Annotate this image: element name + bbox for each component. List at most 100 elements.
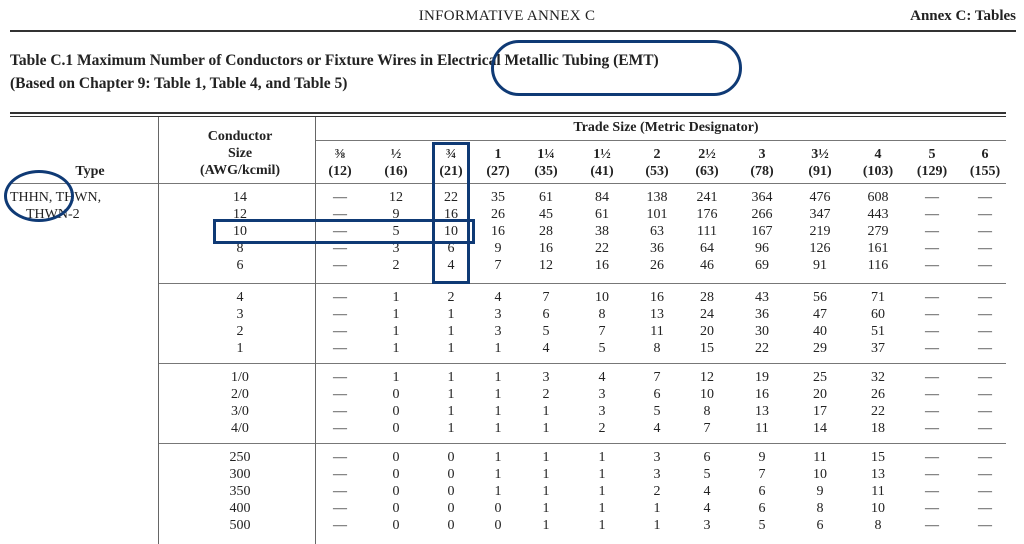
conductor-count: — (925, 467, 939, 482)
conductor-count: — (925, 421, 939, 436)
conductor-count: 38 (595, 224, 609, 239)
trade-size-column-header: ⅜ (12) (310, 146, 370, 180)
conductor-count: 608 (867, 190, 889, 205)
conductor-count: 69 (755, 258, 769, 273)
conductor-count: 2 (598, 421, 606, 436)
trade-size: ⅜ (334, 147, 346, 162)
conductor-count: 16 (650, 290, 664, 305)
conductor-count: — (333, 258, 347, 273)
conductor-count: 1 (542, 484, 550, 499)
conductor-count: — (333, 341, 347, 356)
conductor-count: 1 (598, 450, 606, 465)
conductor-count: 3 (392, 241, 400, 256)
conductor-count: 6 (758, 501, 766, 516)
conductor-count: 1 (542, 421, 550, 436)
conductor-count: — (333, 241, 347, 256)
conductor-count: 16 (444, 207, 458, 222)
metric-designator: (16) (384, 164, 408, 179)
conductor-count: 1 (392, 370, 400, 385)
trade-size-column-header: 6 (155) (955, 146, 1015, 180)
conductor-count: 6 (542, 307, 550, 322)
conductor-count: 10 (871, 501, 885, 516)
conductor-count: 279 (867, 224, 889, 239)
metric-designator: (53) (645, 164, 669, 179)
conductor-count: 0 (392, 467, 400, 482)
conductor-count: 28 (700, 290, 714, 305)
conductor-count: 1 (542, 518, 550, 533)
conductor-count: 47 (813, 307, 827, 322)
conductor-count: 17 (813, 404, 827, 419)
conductor-count: 9 (816, 484, 824, 499)
conductor-count: 22 (755, 341, 769, 356)
conductor-count: — (333, 190, 347, 205)
conductor-size: 1 (236, 341, 244, 356)
conductor-count: 3 (703, 518, 711, 533)
metric-designator: (27) (486, 164, 510, 179)
conductor-count: 63 (650, 224, 664, 239)
group-rule (158, 363, 1006, 364)
conductor-count: 7 (598, 324, 606, 339)
conductor-count: 10 (813, 467, 827, 482)
conductor-count: 347 (809, 207, 831, 222)
metric-designator: (155) (969, 164, 1001, 179)
conductor-count: — (925, 224, 939, 239)
conductor-count: 7 (703, 421, 711, 436)
conductor-count: 5 (598, 341, 606, 356)
conductor-count: 10 (444, 224, 458, 239)
conductor-count: 84 (595, 190, 609, 205)
conductor-count: 8 (874, 518, 882, 533)
conductor-count: 1 (392, 341, 400, 356)
conductor-count: 36 (650, 241, 664, 256)
conductor-count: 1 (447, 307, 455, 322)
trade-size: 2½ (698, 147, 716, 162)
trade-size-column-header: 4 (103) (848, 146, 908, 180)
conductor-count: 22 (871, 404, 885, 419)
conductor-count: 8 (653, 341, 661, 356)
conductor-count: 16 (755, 387, 769, 402)
conductor-count: 1 (598, 467, 606, 482)
conductor-count: 9 (758, 450, 766, 465)
trade-size-column-header: 1¼ (35) (516, 146, 576, 180)
trade-size: 4 (874, 147, 882, 162)
trade-size: 3 (758, 147, 766, 162)
conductor-count: 2 (542, 387, 550, 402)
conductor-count: 3 (598, 404, 606, 419)
conductor-count: 1 (447, 404, 455, 419)
conductor-count: — (978, 370, 992, 385)
trade-size: ½ (390, 147, 402, 162)
conductor-count: 111 (697, 224, 717, 239)
conductor-size: 1/0 (231, 370, 249, 385)
conductor-count: 1 (447, 387, 455, 402)
conductor-count: 26 (871, 387, 885, 402)
conductor-count: 0 (447, 484, 455, 499)
conductor-count: — (925, 258, 939, 273)
conductor-count: 167 (751, 224, 773, 239)
conductor-count: 1 (447, 341, 455, 356)
conductor-count: 3 (542, 370, 550, 385)
conductor-count: 61 (595, 207, 609, 222)
conductor-count: 1 (392, 290, 400, 305)
highlight-ellipse-thhn (4, 170, 74, 222)
column-divider (315, 117, 316, 544)
conductor-count: 0 (494, 518, 502, 533)
conductor-size: 350 (229, 484, 251, 499)
conductor-count: 0 (447, 518, 455, 533)
conductor-count: — (333, 324, 347, 339)
trade-size: 6 (981, 147, 989, 162)
header-bottom-rule (10, 183, 1006, 184)
conductor-count: — (978, 484, 992, 499)
conductor-count: 3 (653, 450, 661, 465)
trade-size: 1¼ (537, 147, 555, 162)
conductor-count: — (925, 207, 939, 222)
conductor-count: 37 (871, 341, 885, 356)
conductor-count: — (978, 207, 992, 222)
conductor-count: 13 (650, 307, 664, 322)
conductor-count: 0 (392, 404, 400, 419)
conductor-count: 5 (392, 224, 400, 239)
conductor-count: — (978, 450, 992, 465)
trade-size-rule (316, 140, 1006, 141)
conductor-count: — (925, 370, 939, 385)
conductor-count: — (925, 484, 939, 499)
conductor-count: 22 (444, 190, 458, 205)
conductor-size: 500 (229, 518, 251, 533)
